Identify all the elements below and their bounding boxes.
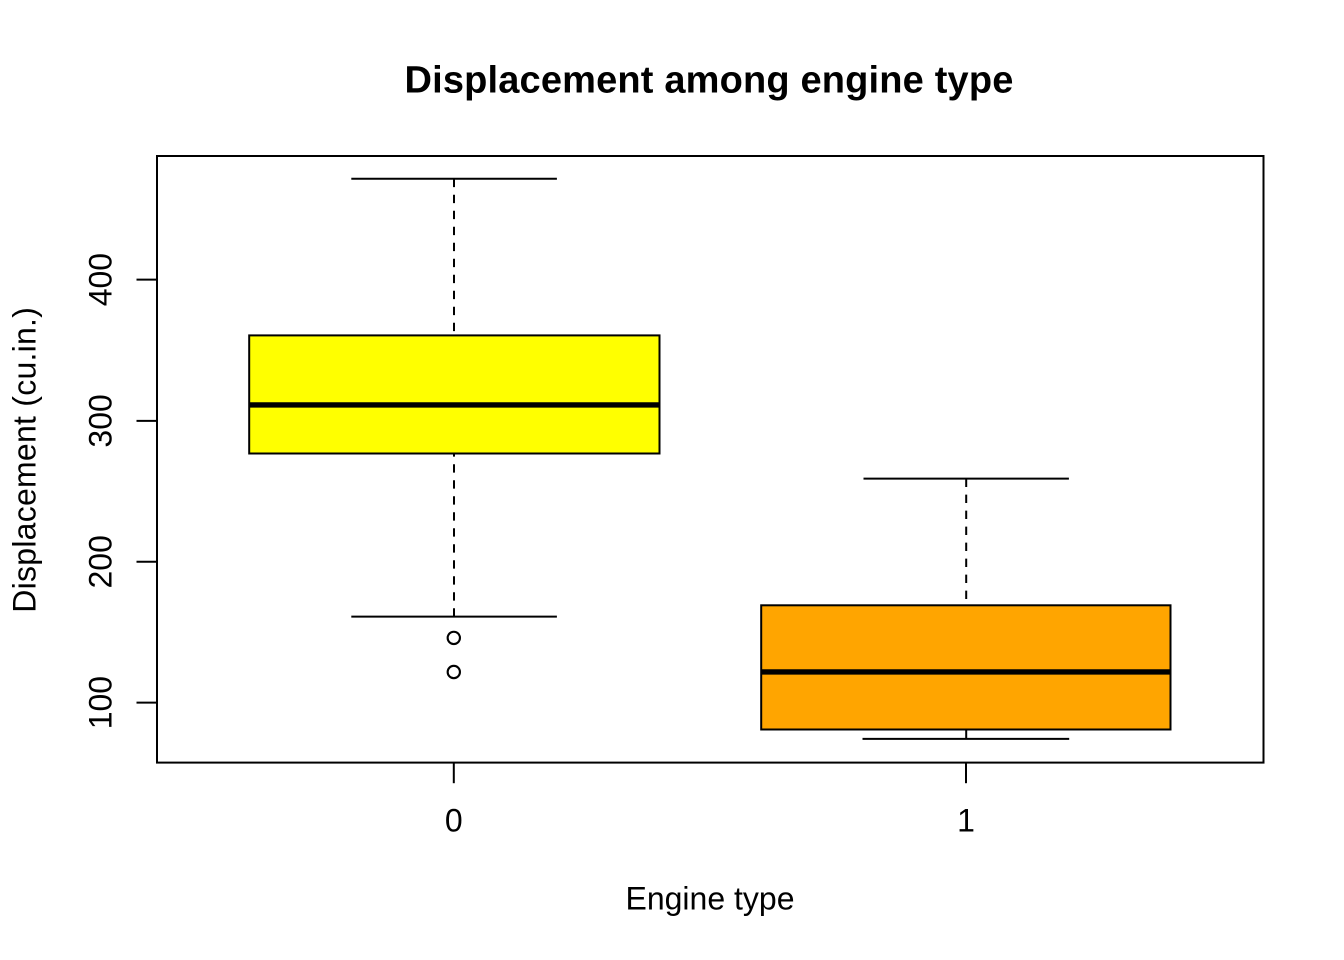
svg-text:Engine type: Engine type [625, 881, 794, 917]
svg-text:0: 0 [445, 803, 463, 839]
svg-text:Displacement (cu.in.): Displacement (cu.in.) [7, 307, 43, 613]
svg-text:400: 400 [83, 253, 119, 306]
svg-text:300: 300 [83, 394, 119, 447]
svg-text:200: 200 [83, 535, 119, 588]
svg-text:1: 1 [957, 803, 975, 839]
svg-text:100: 100 [83, 676, 119, 729]
svg-text:Displacement among engine type: Displacement among engine type [404, 60, 1013, 102]
